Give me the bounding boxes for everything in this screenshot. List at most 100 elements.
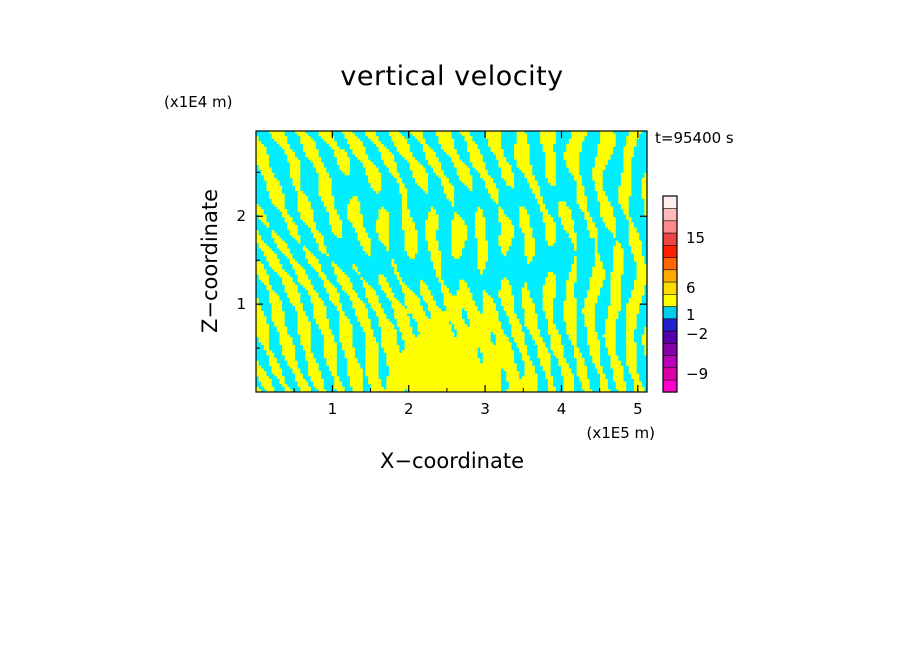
field-cell	[383, 183, 387, 187]
field-cell	[344, 131, 348, 135]
field-cell	[279, 149, 283, 153]
field-cell	[618, 133, 622, 137]
field-cell	[269, 172, 273, 176]
field-cell	[480, 154, 484, 158]
field-cell	[375, 138, 380, 143]
field-cell	[482, 131, 486, 135]
field-cell	[558, 141, 562, 145]
field-cell	[378, 185, 382, 190]
field-cell	[256, 185, 260, 190]
field-cell	[326, 149, 330, 153]
field-cell	[308, 133, 312, 137]
field-cell	[433, 144, 437, 148]
field-cell	[464, 159, 468, 163]
field-cell	[297, 188, 301, 192]
field-cell	[506, 170, 510, 174]
field-cell	[339, 151, 343, 156]
field-cell	[594, 141, 599, 145]
field-cell	[428, 157, 432, 161]
field-cell	[495, 172, 500, 176]
field-cell	[313, 157, 317, 161]
field-cell	[443, 170, 447, 174]
field-cell	[540, 159, 544, 163]
field-cell	[368, 167, 372, 171]
field-cell	[381, 188, 385, 192]
field-cell	[607, 154, 612, 158]
field-cell	[362, 136, 367, 140]
field-cell	[459, 151, 463, 156]
field-cell	[597, 157, 601, 161]
field-cell	[529, 146, 533, 150]
field-cell	[339, 175, 343, 179]
field-cell	[284, 131, 288, 135]
field-cell	[524, 180, 528, 184]
field-cell	[506, 136, 510, 140]
field-cell	[511, 154, 515, 158]
field-cell	[508, 183, 513, 187]
field-cell	[574, 144, 578, 148]
field-cell	[566, 183, 570, 187]
field-cell	[574, 177, 578, 182]
field-cell	[396, 131, 400, 135]
field-cell	[318, 151, 322, 156]
field-cell	[417, 183, 421, 187]
field-cell	[464, 157, 468, 161]
field-cell	[451, 159, 455, 163]
field-cell	[378, 159, 382, 163]
field-cell	[308, 157, 312, 161]
field-cell	[407, 141, 411, 145]
field-cell	[349, 136, 354, 140]
field-cell	[438, 175, 442, 179]
field-cell	[355, 133, 359, 137]
field-cell	[328, 138, 333, 143]
field-cell	[362, 188, 367, 192]
field-cell	[336, 164, 341, 169]
field-cell	[605, 138, 609, 143]
field-cell	[331, 162, 335, 166]
field-cell	[378, 133, 382, 137]
field-cell	[519, 170, 523, 174]
field-cell	[592, 149, 596, 153]
field-cell	[383, 144, 387, 148]
field-cell	[592, 159, 596, 163]
field-cell	[566, 164, 570, 169]
field-cell	[292, 151, 296, 156]
field-cell	[443, 159, 447, 163]
field-cell	[623, 175, 627, 179]
field-cell	[545, 149, 549, 153]
field-cell	[594, 157, 599, 161]
field-cell	[428, 151, 432, 156]
field-cell	[370, 136, 374, 140]
field-cell	[331, 164, 335, 169]
field-cell	[495, 177, 500, 182]
field-cell	[516, 159, 520, 163]
field-cell	[326, 185, 330, 190]
field-cell	[409, 170, 413, 174]
field-cell	[396, 138, 400, 143]
field-cell	[594, 177, 599, 182]
field-cell	[279, 167, 283, 171]
field-cell	[313, 144, 317, 148]
field-cell	[600, 151, 604, 156]
field-cell	[574, 133, 578, 137]
field-cell	[412, 175, 416, 179]
field-cell	[542, 188, 546, 192]
field-cell	[422, 159, 427, 163]
field-cell	[527, 146, 531, 150]
field-cell	[305, 151, 309, 156]
field-cell	[495, 157, 500, 161]
field-cell	[261, 185, 265, 190]
field-cell	[256, 162, 260, 166]
field-cell	[287, 144, 291, 148]
field-cell	[623, 146, 627, 150]
field-cell	[407, 151, 411, 156]
field-cell	[368, 141, 372, 145]
field-cell	[331, 138, 335, 143]
field-cell	[326, 164, 330, 169]
field-cell	[607, 138, 612, 143]
field-cell	[540, 154, 544, 158]
field-cell	[352, 162, 356, 166]
field-cell	[461, 144, 466, 148]
field-cell	[600, 138, 604, 143]
field-cell	[464, 131, 468, 135]
